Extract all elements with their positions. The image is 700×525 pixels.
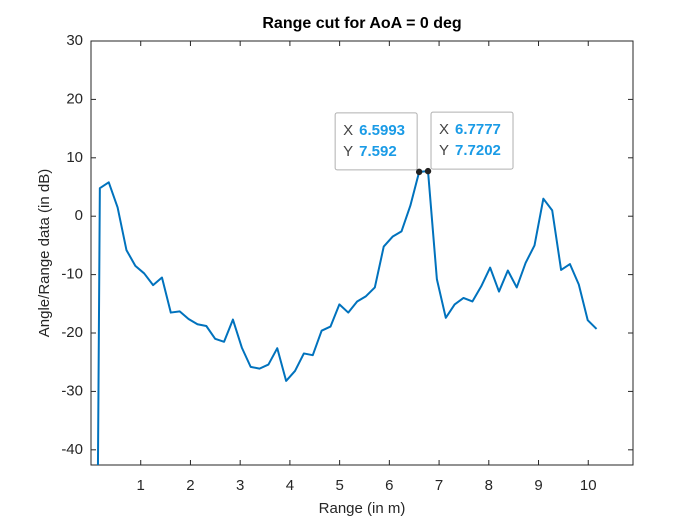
datatip-key: X bbox=[439, 121, 449, 138]
y-tick-label: 30 bbox=[66, 32, 83, 49]
y-tick-label: -10 bbox=[61, 266, 83, 283]
y-tick-label: -40 bbox=[61, 441, 83, 458]
data-line bbox=[96, 170, 598, 466]
chart-title: Range cut for AoA = 0 deg bbox=[262, 15, 461, 32]
y-tick-label: 20 bbox=[66, 90, 83, 107]
y-tick-label: 0 bbox=[75, 207, 83, 224]
x-axis-label: Range (in m) bbox=[319, 500, 406, 517]
x-tick-label: 6 bbox=[385, 477, 393, 494]
x-tick-label: 9 bbox=[534, 477, 542, 494]
datatip-marker bbox=[424, 167, 432, 175]
x-tick-label: 2 bbox=[186, 477, 194, 494]
datatip: X 6.5993 Y 7.592 bbox=[334, 112, 418, 171]
datatip-box bbox=[334, 112, 418, 171]
y-axis-label: Angle/Range data (in dB) bbox=[36, 169, 53, 337]
datatip-value: 6.7777 bbox=[455, 121, 501, 138]
datatip-key: Y bbox=[343, 143, 353, 160]
datatip-marker bbox=[415, 168, 423, 176]
y-tick-label: 10 bbox=[66, 149, 83, 166]
x-tick-label: 1 bbox=[137, 477, 145, 494]
datatip-value: 7.7202 bbox=[455, 142, 501, 159]
x-tick-label: 7 bbox=[435, 477, 443, 494]
x-tick-label: 8 bbox=[485, 477, 493, 494]
y-tick-label: -30 bbox=[61, 382, 83, 399]
x-tick-label: 10 bbox=[580, 477, 597, 494]
plot-area bbox=[90, 40, 634, 466]
datatip-value: 7.592 bbox=[359, 143, 397, 160]
datatip-box bbox=[430, 111, 514, 170]
x-tick-label: 4 bbox=[286, 477, 294, 494]
datatip-key: X bbox=[343, 122, 353, 139]
x-tick-label: 3 bbox=[236, 477, 244, 494]
datatip-key: Y bbox=[439, 142, 449, 159]
datatip: X 6.7777 Y 7.7202 bbox=[430, 111, 514, 170]
y-tick-label: -20 bbox=[61, 324, 83, 341]
x-tick-label: 5 bbox=[335, 477, 343, 494]
datatip-value: 6.5993 bbox=[359, 122, 405, 139]
